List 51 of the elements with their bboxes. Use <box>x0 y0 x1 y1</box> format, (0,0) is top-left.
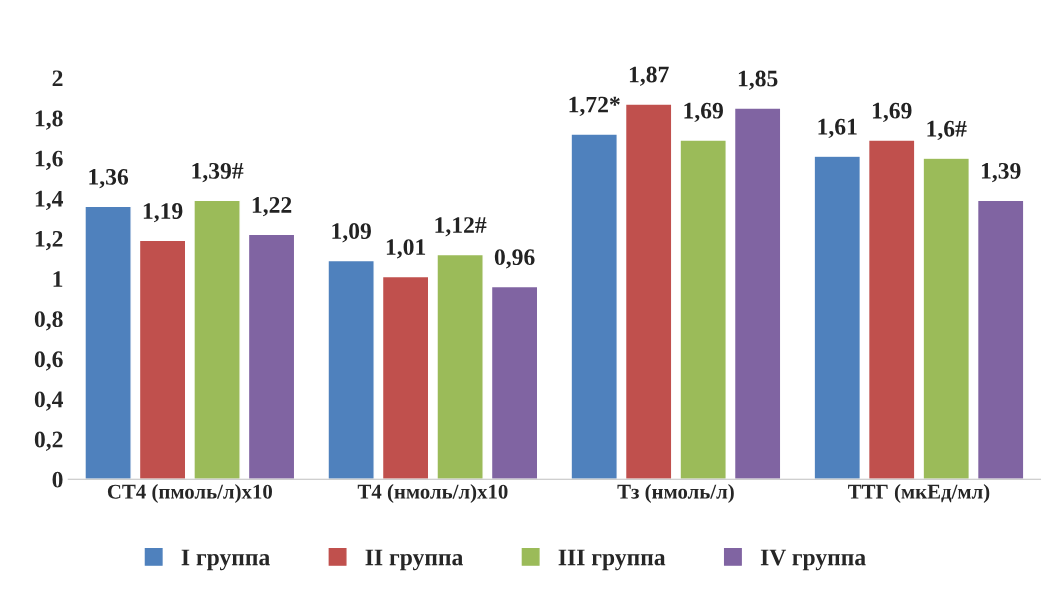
y-tick-label: 0,6 <box>34 351 63 371</box>
y-tick-label: 1,6 <box>35 150 63 170</box>
bar <box>247 233 296 480</box>
bar <box>193 199 241 480</box>
y-tick-label: 1,2 <box>35 230 63 251</box>
bar <box>867 139 916 480</box>
data-label: 0,96 <box>494 249 535 269</box>
bar <box>327 259 375 480</box>
data-label: 1,69 <box>872 102 912 123</box>
bar <box>490 285 539 480</box>
legend-label: IV группа <box>760 549 866 571</box>
data-label: 1,61 <box>818 118 857 139</box>
y-tick-label: 1 <box>53 271 63 287</box>
data-label: 1,01 <box>386 239 426 259</box>
bar <box>922 157 970 480</box>
legend-label: II группа <box>365 549 463 571</box>
data-label: 1,85 <box>738 70 778 90</box>
data-label: 1,36 <box>89 168 129 189</box>
bar <box>138 239 187 480</box>
legend-label: III группа <box>558 549 666 571</box>
bar <box>570 133 618 480</box>
bar <box>624 103 673 480</box>
data-label: 1,39 <box>981 162 1021 183</box>
bar <box>436 253 484 480</box>
x-tick-label: ТТГ (мкЕд/мл) <box>848 484 990 503</box>
y-tick-label: 1,4 <box>35 190 64 211</box>
data-label: 1,87 <box>629 66 669 86</box>
data-label: 1,09 <box>332 223 371 243</box>
y-tick-label: 2 <box>52 70 63 87</box>
y-tick-label: 0,2 <box>34 431 63 451</box>
bar <box>84 205 132 480</box>
x-tick-label: Т4 (нмоль/л)х10 <box>357 484 508 503</box>
legend-label: I группа <box>181 549 270 571</box>
bar <box>813 155 862 480</box>
data-label: 1,12# <box>435 217 487 237</box>
data-label: 1,22 <box>252 197 292 217</box>
y-tick-label: 1,8 <box>35 110 63 130</box>
data-label: 1,6# <box>927 120 967 141</box>
data-label: 1,69 <box>684 102 723 123</box>
y-tick-label: 0 <box>52 471 63 488</box>
data-label: 1,72* <box>569 96 620 117</box>
x-tick-label: СТ4 (пмоль/л)х10 <box>107 484 272 503</box>
y-tick-label: 0,4 <box>34 391 64 411</box>
y-tick-label: 0,8 <box>34 311 63 331</box>
bar <box>381 275 430 480</box>
data-label: 1,19 <box>143 203 183 223</box>
bar <box>679 139 727 480</box>
bar <box>976 199 1025 480</box>
x-tick-label: Тз (нмоль/л) <box>617 484 734 503</box>
data-label: 1,39# <box>192 162 244 183</box>
bar <box>733 107 782 480</box>
